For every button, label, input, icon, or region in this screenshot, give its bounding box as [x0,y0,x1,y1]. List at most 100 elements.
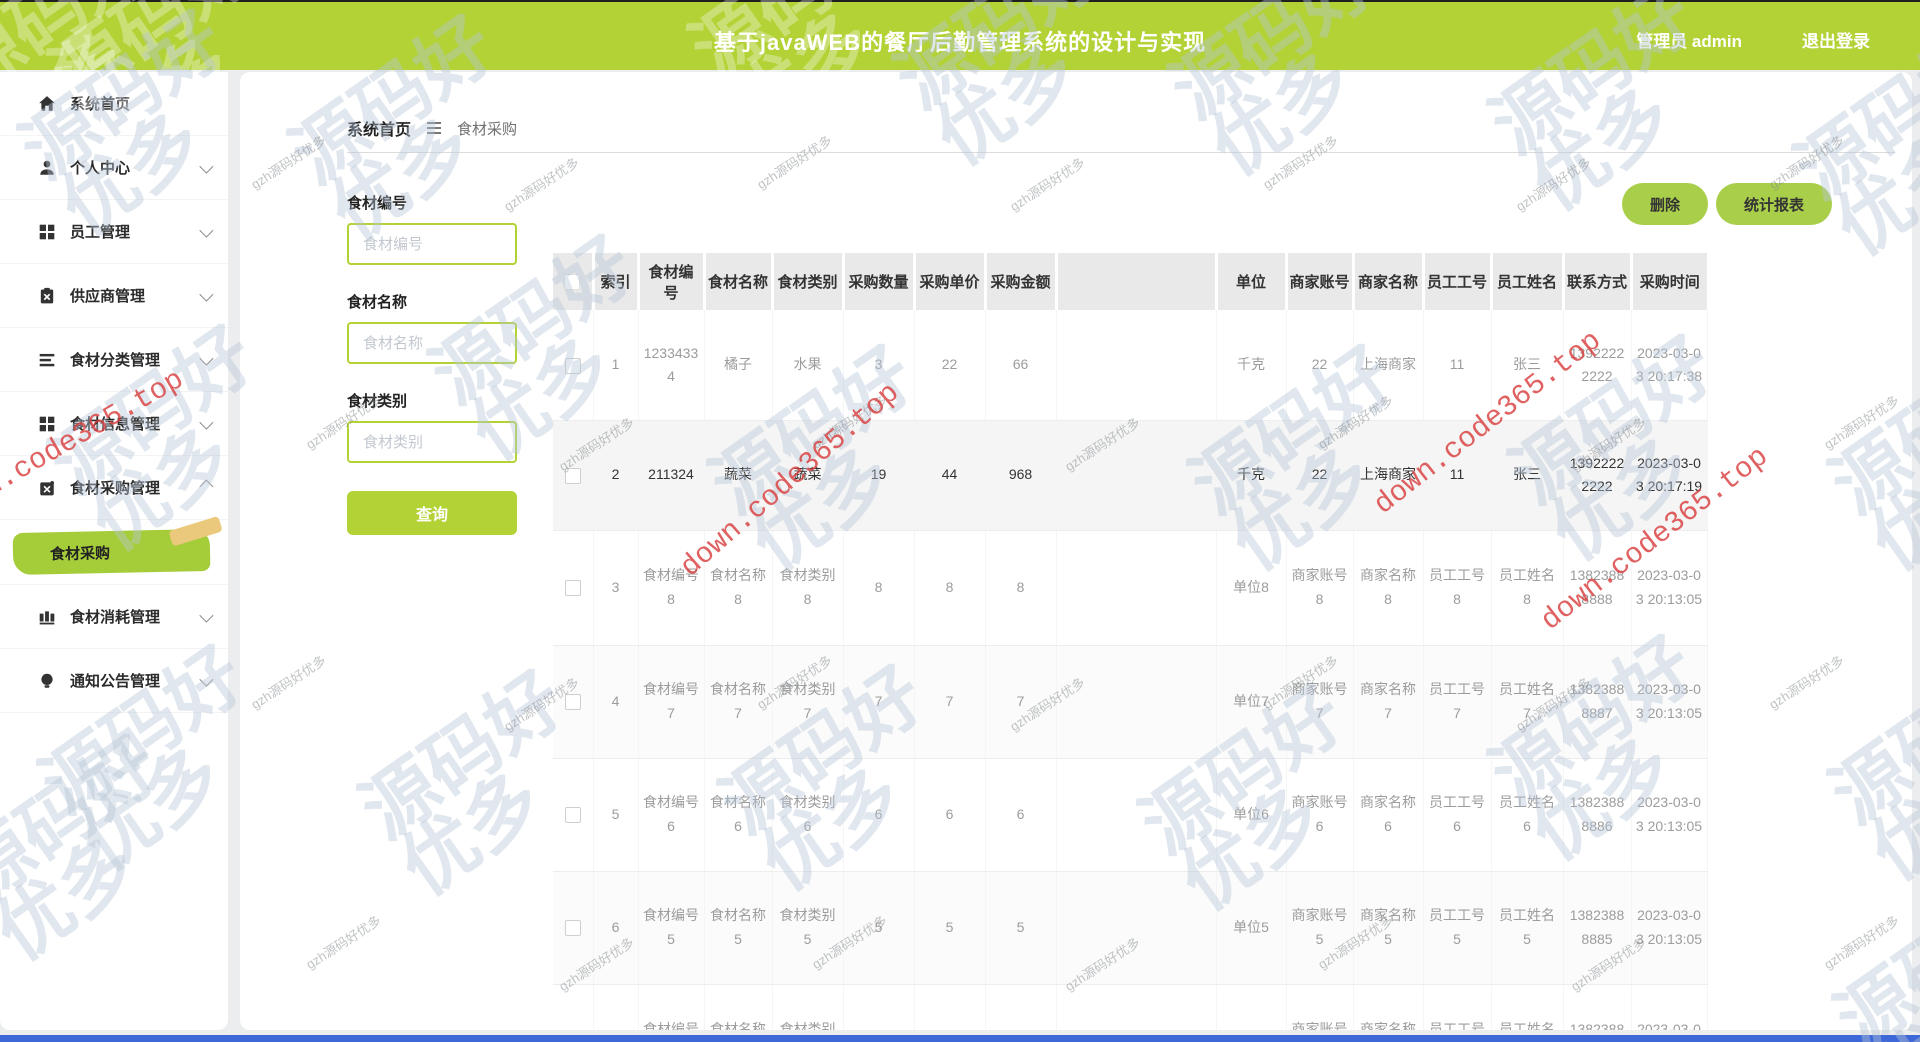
sidebar-item-profile-center[interactable]: 个人中心 [0,136,228,200]
cell-unit: 单位4 [1216,984,1287,1030]
cell-ingredient-category: 水果 [772,310,844,421]
sidebar-item-label: 食材分类管理 [70,352,161,369]
cell-ingredient-no: 211324 [638,420,705,531]
cell-purchase-amount: 8 [985,530,1057,646]
delete-button[interactable]: 删除 [1621,183,1708,225]
search-input-ingredient-category[interactable] [347,421,517,463]
cell-ingredient-category: 食材类别7 [772,645,844,759]
cell-employee-name: 员工姓名8 [1491,530,1564,646]
cell-purchase-time: 2023-03-03 20:17:38 [1631,310,1708,421]
cell-merchant-name: 商家名称6 [1353,758,1424,872]
sidebar-item-label: 食材消耗管理 [70,609,161,626]
sidebar-item-notice-mgmt[interactable]: 通知公告管理 [0,649,228,713]
sidebar-item-ingredient-consume-mgmt[interactable]: 食材消耗管理 [0,585,228,649]
sidebar-item-label: 个人中心 [70,160,131,177]
search-input-ingredient-name[interactable] [347,322,517,364]
search-panel: 食材编号 食材名称 食材类别 查询 [347,192,517,535]
sidebar-item-ingredient-category-mgmt[interactable]: 食材分类管理 [0,328,228,392]
cell-unit: 单位5 [1216,871,1287,985]
cell-merchant-account: 22 [1286,420,1354,531]
table-action-buttons: 删除 统计报表 [1621,183,1832,225]
sidebar-item-supplier-mgmt[interactable]: 供应商管理 [0,264,228,328]
sidebar-item-label: 系统首页 [70,96,131,113]
cell-purchase-time: 2023-03-03 20:17:19 [1631,420,1708,531]
cell-merchant-name: 商家名称8 [1353,530,1424,646]
report-button[interactable]: 统计报表 [1715,183,1832,225]
cell-purchase-qty: 5 [843,871,915,985]
cell-purchase-qty: 19 [843,420,915,531]
cell-ingredient-name: 食材名称5 [704,871,773,985]
row-checkbox[interactable] [564,580,581,597]
cell-purchase-amount: 5 [985,871,1057,985]
row-checkbox[interactable] [564,467,581,484]
search-input-ingredient-no[interactable] [347,223,517,265]
cell-purchase-time: 2023-03-03 20:13:05 [1631,871,1708,985]
sidebar-item-employee-mgmt[interactable]: 员工管理 [0,200,228,264]
cell-unit: 单位8 [1216,530,1287,646]
grid-icon [38,415,56,433]
cell-merchant-account: 商家账号4 [1286,984,1354,1030]
chevron-down-icon [199,223,214,238]
table-row: 2 211324 蔬菜 蔬菜 19 44 968 千克 22 上海商家 11 张三 1392222222… [553,420,1708,531]
table-body: 1 12334334 橘子 水果 3 22 66 千克 22 上海商家 11 张三 1392222222… [553,310,1708,1030]
cell-employee-name: 张三 [1491,420,1564,531]
cell-ingredient-no: 食材编号6 [638,758,705,872]
clipboard-icon [38,287,56,305]
sidebar-item-ingredient-info-mgmt[interactable]: 食材信息管理 [0,392,228,456]
breadcrumb-current: 食材采购 [457,120,518,138]
cell-index: 4 [593,645,639,759]
breadcrumb-divider [347,152,1895,153]
cell-employee-name: 员工姓名5 [1491,871,1564,985]
main-content: 系统首页 食材采购 食材编号 食材名称 食材类别 查询 删除 统计报表 索引食材… [240,72,1912,1030]
cell-index: 5 [593,758,639,872]
query-button[interactable]: 查询 [347,491,517,535]
menu-lines-icon [427,119,442,137]
col-purchase-price: 采购单价 [914,253,987,310]
cell-merchant-account: 22 [1286,310,1354,421]
cell-purchase-price: 4 [914,984,986,1030]
select-all-checkbox[interactable] [564,274,581,291]
table-row: 6 食材编号5 食材名称5 食材类别5 5 5 5 单位5 商家账号5 商家名称5 员工工号5 员工姓… [553,871,1708,985]
sidebar-subitem-label: 食材采购 [49,544,111,563]
cell-purchase-price: 44 [914,420,986,531]
cell-employee-name: 张三 [1491,310,1564,421]
cell-contact-phone: 13922222222 [1563,310,1632,421]
cell-purchase-price: 22 [914,310,986,421]
cell-unit: 千克 [1216,310,1287,421]
cell-ingredient-no: 食材编号7 [638,645,705,759]
row-checkbox[interactable] [564,357,581,374]
cell-spacer [1056,645,1217,759]
cell-ingredient-category: 食材类别6 [772,758,844,872]
cell-purchase-time: 2023-03-03 20:13:05 [1631,645,1708,759]
chevron-down-icon [199,159,214,174]
cell-purchase-qty: 3 [843,310,915,421]
bag-icon [38,479,56,497]
cell-merchant-name: 商家名称7 [1353,645,1424,759]
cell-merchant-name: 上海商家 [1353,420,1424,531]
breadcrumb-root[interactable]: 系统首页 [347,122,412,139]
chevron-down-icon [199,287,214,302]
row-checkbox[interactable] [564,694,581,711]
cell-unit: 单位7 [1216,645,1287,759]
col-employee-name: 员工姓名 [1491,253,1565,310]
sidebar-item-home[interactable]: 系统首页 [0,72,228,136]
cell-purchase-amount: 66 [985,310,1057,421]
cell-index: 1 [593,310,639,421]
bottom-blue-bar [0,1035,1920,1042]
col-unit: 单位 [1216,253,1288,310]
col-purchase-qty: 采购数量 [843,253,916,310]
cell-ingredient-no: 食材编号8 [638,530,705,646]
table-row: 1 12334334 橘子 水果 3 22 66 千克 22 上海商家 11 张三 1392222222… [553,310,1708,421]
sidebar-item-ingredient-purchase-mgmt[interactable]: 食材采购管理 [0,456,228,520]
col-merchant-account: 商家账号 [1286,253,1355,310]
row-checkbox[interactable] [564,807,581,824]
home-icon [38,95,56,113]
sidebar-subitem-ingredient-purchase[interactable]: 食材采购 [0,520,228,585]
row-checkbox[interactable] [564,920,581,937]
logout-button[interactable]: 退出登录 [1802,32,1870,51]
chevron-down-icon [199,415,214,430]
active-item-highlight: 食材采购 [12,528,211,576]
sidebar-menu: 系统首页个人中心员工管理 供应商管理食材分类管理食材信息管理 食材采购管理食材采购食… [0,72,228,713]
cell-spacer [1056,984,1217,1030]
